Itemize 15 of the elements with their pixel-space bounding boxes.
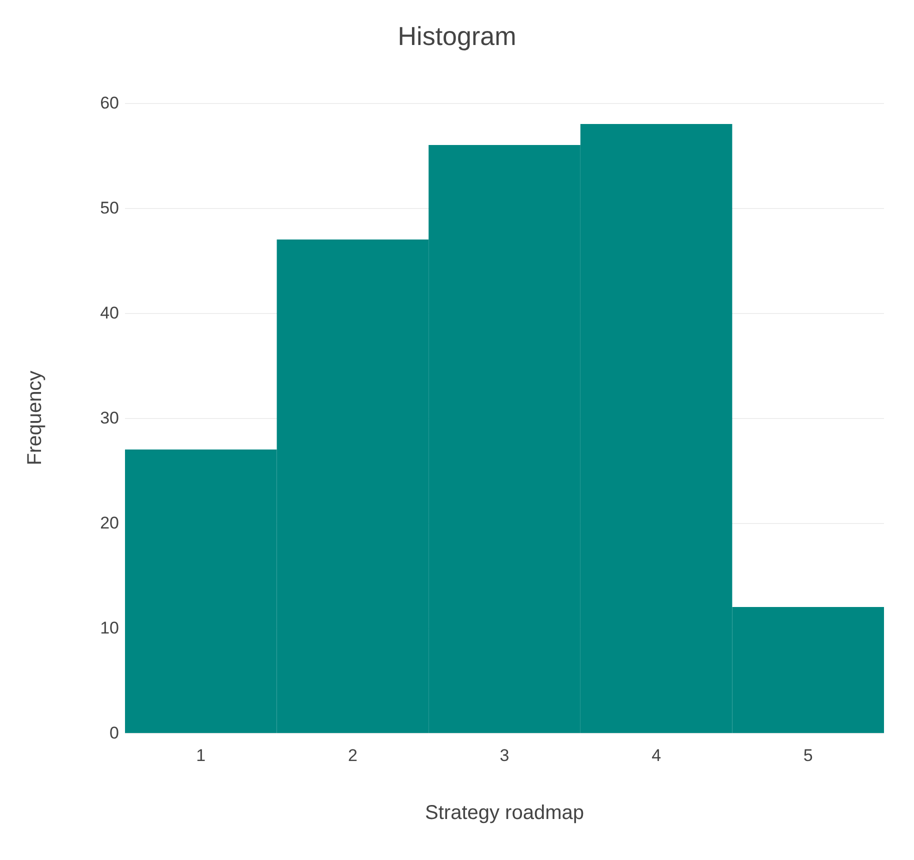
x-tick-label: 5 (803, 746, 813, 765)
y-tick-label: 30 (100, 408, 119, 428)
y-tick-label: 50 (100, 198, 119, 218)
chart-title: Histogram (398, 21, 516, 51)
y-tick-label: 0 (110, 724, 119, 742)
y-tick-label: 20 (100, 514, 119, 532)
x-tick-label: 4 (652, 746, 662, 765)
x-tick-label: 3 (500, 746, 510, 765)
y-tick-label: 60 (100, 94, 119, 112)
x-tick-label: 2 (348, 746, 358, 765)
x-tick-label: 1 (196, 746, 206, 765)
y-axis-title: Frequency (24, 370, 46, 466)
x-axis-title: Strategy roadmap (425, 802, 584, 824)
y-tick-label: 10 (100, 618, 119, 638)
y-tick-label: 40 (100, 304, 119, 322)
